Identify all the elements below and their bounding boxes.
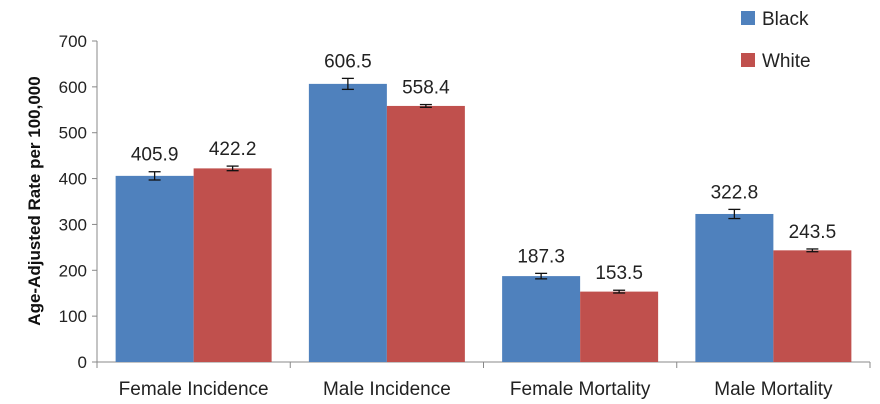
y-tick-label: 200 bbox=[59, 261, 87, 280]
legend-label-white: White bbox=[762, 51, 811, 72]
bar-white bbox=[580, 291, 659, 362]
data-label: 322.8 bbox=[711, 182, 759, 203]
data-label: 187.3 bbox=[517, 246, 565, 267]
data-label: 405.9 bbox=[131, 145, 179, 166]
x-category-label: Female Mortality bbox=[510, 379, 651, 400]
legend-label-black: Black bbox=[762, 9, 809, 30]
y-tick-label: 600 bbox=[59, 78, 87, 97]
data-label: 153.5 bbox=[595, 263, 643, 284]
x-category-label: Male Mortality bbox=[714, 379, 833, 400]
y-tick-label: 300 bbox=[59, 215, 87, 234]
bar-white bbox=[386, 105, 465, 362]
bar-black bbox=[308, 83, 387, 362]
data-label: 558.4 bbox=[402, 78, 450, 99]
data-label: 606.5 bbox=[324, 51, 372, 72]
legend: Black White bbox=[741, 9, 811, 72]
bars: 405.9 422.2 606.5 558.4 187.3 153.5 322.8 243.5 bbox=[115, 51, 852, 362]
data-label: 422.2 bbox=[209, 139, 257, 160]
bar-black bbox=[695, 213, 774, 362]
y-axis-title: Age-Adjusted Rate per 100,000 bbox=[25, 76, 44, 325]
y-tick-label: 0 bbox=[78, 353, 87, 372]
legend-swatch-black bbox=[741, 11, 755, 25]
bar-white bbox=[193, 168, 272, 362]
bar-white bbox=[773, 250, 852, 362]
y-axis: 0 100 200 300 400 500 600 700 bbox=[59, 32, 98, 372]
y-tick-label: 100 bbox=[59, 307, 87, 326]
y-tick-label: 400 bbox=[59, 170, 87, 189]
bar-black bbox=[502, 276, 581, 362]
x-category-label: Male Incidence bbox=[323, 379, 451, 400]
data-label: 243.5 bbox=[789, 222, 837, 243]
x-category-label: Female Incidence bbox=[119, 379, 269, 400]
y-tick-label: 500 bbox=[59, 124, 87, 143]
legend-swatch-white bbox=[741, 53, 755, 67]
x-axis: Female Incidence Male Incidence Female Mor… bbox=[96, 361, 871, 400]
bar-black bbox=[115, 175, 194, 362]
y-tick-label: 700 bbox=[59, 32, 87, 51]
